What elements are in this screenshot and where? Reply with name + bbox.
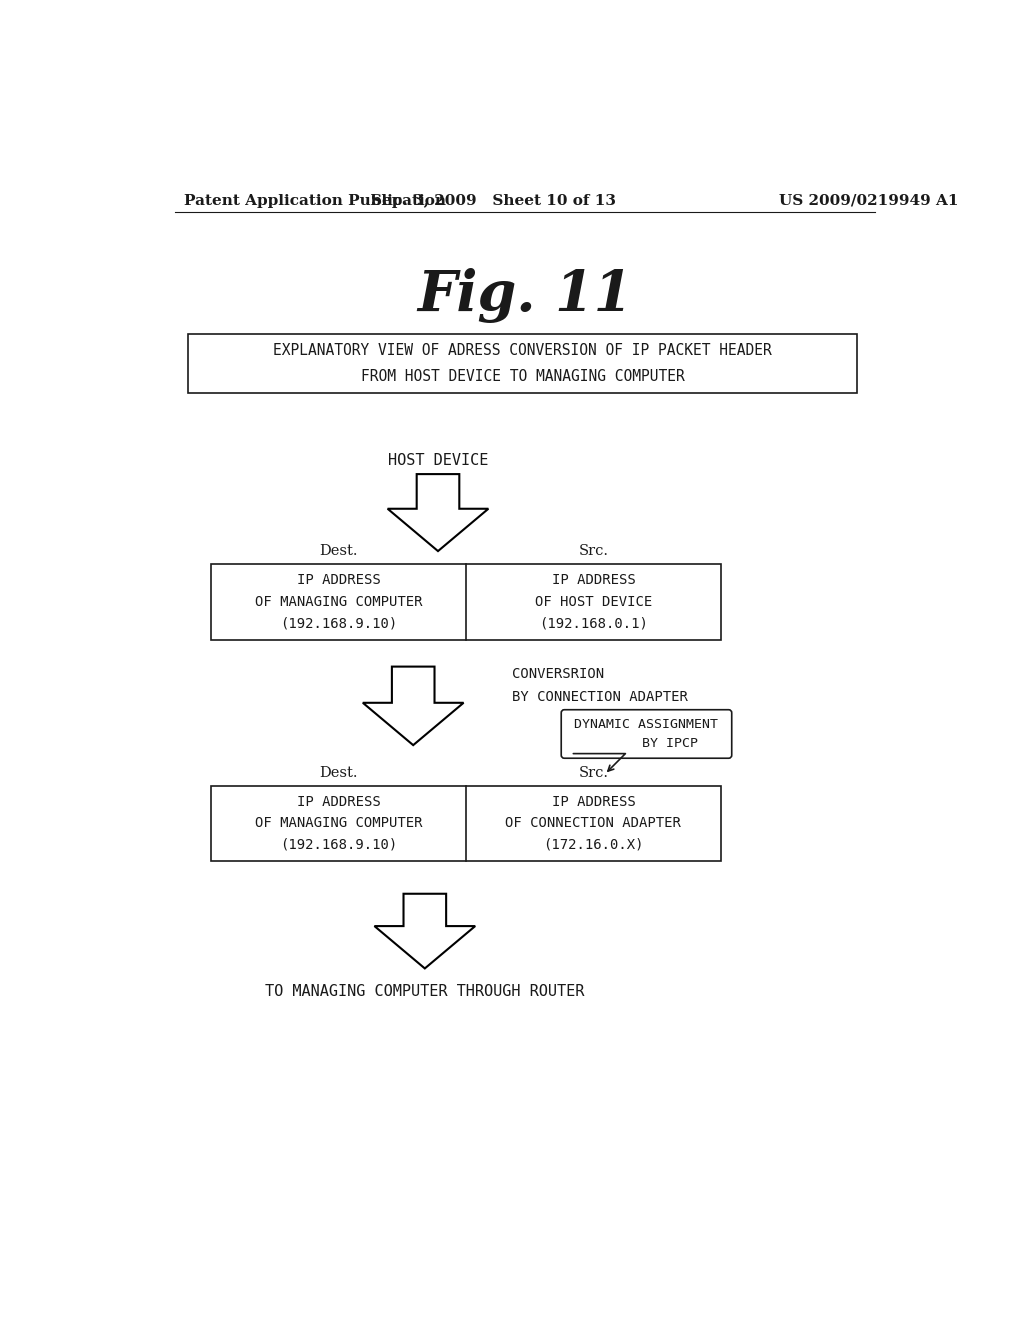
- Text: CONVERSRION
BY CONNECTION ADAPTER: CONVERSRION BY CONNECTION ADAPTER: [512, 668, 687, 705]
- Text: Dest.: Dest.: [319, 544, 357, 558]
- Polygon shape: [362, 667, 464, 744]
- Text: IP ADDRESS
OF CONNECTION ADAPTER
(172.16.0.X): IP ADDRESS OF CONNECTION ADAPTER (172.16…: [506, 795, 681, 851]
- FancyBboxPatch shape: [561, 710, 732, 758]
- Bar: [211, 785, 721, 861]
- Bar: [211, 564, 721, 640]
- Text: IP ADDRESS
OF HOST DEVICE
(192.168.0.1): IP ADDRESS OF HOST DEVICE (192.168.0.1): [535, 573, 652, 631]
- Text: Dest.: Dest.: [319, 766, 357, 780]
- Text: Patent Application Publication: Patent Application Publication: [183, 194, 445, 207]
- Text: EXPLANATORY VIEW OF ADRESS CONVERSION OF IP PACKET HEADER
FROM HOST DEVICE TO MA: EXPLANATORY VIEW OF ADRESS CONVERSION OF…: [273, 343, 772, 384]
- Text: Fig. 11: Fig. 11: [417, 268, 633, 323]
- Polygon shape: [375, 894, 475, 969]
- Text: IP ADDRESS
OF MANAGING COMPUTER
(192.168.9.10): IP ADDRESS OF MANAGING COMPUTER (192.168…: [255, 573, 422, 631]
- Text: HOST DEVICE: HOST DEVICE: [388, 453, 488, 467]
- Text: US 2009/0219949 A1: US 2009/0219949 A1: [779, 194, 958, 207]
- Text: Sep. 3, 2009   Sheet 10 of 13: Sep. 3, 2009 Sheet 10 of 13: [372, 194, 616, 207]
- Polygon shape: [388, 474, 488, 552]
- Text: IP ADDRESS
OF MANAGING COMPUTER
(192.168.9.10): IP ADDRESS OF MANAGING COMPUTER (192.168…: [255, 795, 422, 851]
- Text: Src.: Src.: [579, 766, 608, 780]
- Text: Src.: Src.: [579, 544, 608, 558]
- Text: DYNAMIC ASSIGNMENT
      BY IPCP: DYNAMIC ASSIGNMENT BY IPCP: [574, 718, 719, 750]
- Text: TO MANAGING COMPUTER THROUGH ROUTER: TO MANAGING COMPUTER THROUGH ROUTER: [265, 983, 585, 999]
- Bar: [188, 334, 856, 393]
